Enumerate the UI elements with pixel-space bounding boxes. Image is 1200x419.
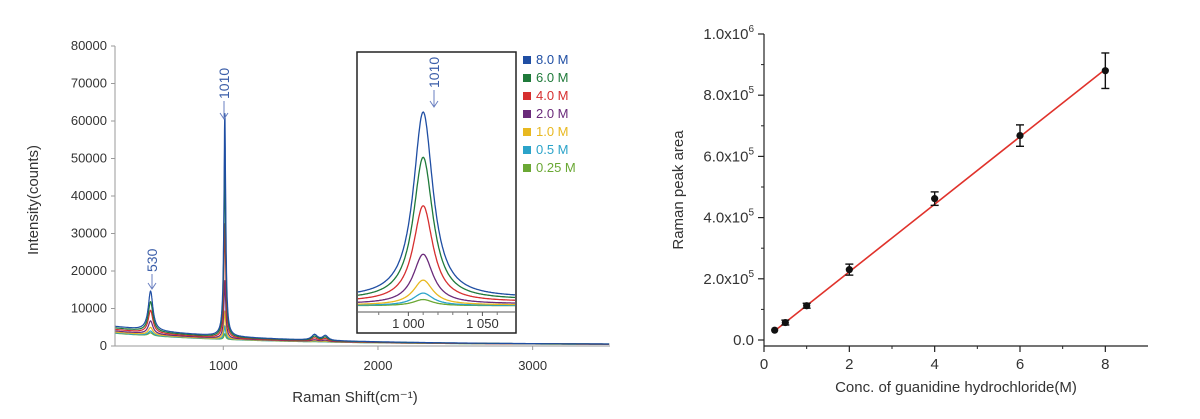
right-y-tick-mantissa: 0.0 <box>733 332 754 349</box>
right-x-tick-label: 4 <box>930 356 938 373</box>
legend-label: 8.0 M <box>536 52 569 67</box>
left-y-tick-label: 20000 <box>71 263 107 278</box>
right-y-tick-mantissa: 6.0x10 <box>703 148 748 165</box>
left-y-tick-label: 80000 <box>71 38 107 53</box>
legend-label: 4.0 M <box>536 88 569 103</box>
annotation-1010-arrowhead <box>219 112 229 120</box>
inset-annotation-1010-label: 1010 <box>426 57 442 88</box>
right-x-tick-label: 6 <box>1016 356 1024 373</box>
legend-swatch <box>523 146 531 154</box>
data-point <box>931 195 939 203</box>
fit-line <box>774 68 1106 332</box>
legend-swatch <box>523 110 531 118</box>
left-x-axis-label: Raman Shift(cm⁻¹) <box>292 389 417 406</box>
raman-spectra-chart: 0 10000 20000 30000 40000 50000 60000 70000 8000… <box>25 38 610 406</box>
left-x-ticks: 1000 2000 3000 <box>209 346 547 373</box>
left-series-group <box>114 113 610 345</box>
legend-swatch <box>523 74 531 82</box>
legend-label: 2.0 M <box>536 106 569 121</box>
right-y-tick-label: 8.0x105 <box>703 85 754 104</box>
fit-line-group <box>774 68 1106 332</box>
data-point <box>803 302 811 310</box>
right-y-tick-label: 2.0x105 <box>703 269 754 288</box>
legend-swatch <box>523 92 531 100</box>
annotation-530: 530 <box>144 248 160 290</box>
left-x-tick-label: 3000 <box>518 358 547 373</box>
left-y-tick-label: 60000 <box>71 113 107 128</box>
right-y-tick-exponent: 5 <box>748 208 754 219</box>
left-x-tick-label: 2000 <box>364 358 393 373</box>
legend-swatch <box>523 56 531 64</box>
inset-frame <box>356 51 517 334</box>
left-y-tick-label: 30000 <box>71 226 107 241</box>
inset-x-ticks: 1 000 1 050 <box>358 311 515 331</box>
inset-x-tick-label: 1 050 <box>466 316 499 331</box>
right-y-tick-exponent: 5 <box>748 146 754 157</box>
left-y-tick-label: 0 <box>100 338 107 353</box>
right-y-tick-mantissa: 4.0x10 <box>703 210 748 227</box>
right-y-axis-label: Raman peak area <box>670 130 687 250</box>
left-y-tick-label: 40000 <box>71 188 107 203</box>
left-y-axis-label: Intensity(counts) <box>25 145 42 255</box>
inset-annotation-arrowhead <box>429 100 439 108</box>
data-point <box>781 318 789 327</box>
legend-label: 6.0 M <box>536 70 569 85</box>
right-y-tick-exponent: 6 <box>748 24 754 35</box>
inset-spectrum-line <box>358 279 515 306</box>
right-y-tick-label: 0.0 <box>733 332 754 349</box>
right-x-tick-label: 2 <box>845 356 853 373</box>
left-y-tick-label: 50000 <box>71 151 107 166</box>
annotation-530-label: 530 <box>144 248 160 272</box>
right-x-tick-label: 8 <box>1101 356 1109 373</box>
right-y-tick-mantissa: 8.0x10 <box>703 87 748 104</box>
data-point <box>771 326 779 334</box>
spectrum-line <box>114 113 610 345</box>
right-x-ticks: 0 2 4 6 8 <box>760 346 1110 373</box>
right-x-tick-label: 0 <box>760 356 768 373</box>
data-point <box>1016 131 1024 140</box>
annotation-1010-label: 1010 <box>216 68 232 99</box>
inset-spectrum-line <box>357 156 516 299</box>
data-point <box>845 266 853 274</box>
right-y-tick-label: 1.0x106 <box>703 24 754 43</box>
right-y-tick-mantissa: 2.0x10 <box>703 271 748 288</box>
inset-spectrum-line <box>357 111 516 296</box>
legend-label: 1.0 M <box>536 124 569 139</box>
data-point <box>1101 67 1109 75</box>
inset-spectrum-line <box>358 292 515 306</box>
inset-series-group <box>357 111 516 307</box>
legend-swatch <box>523 128 531 136</box>
left-y-tick-label: 10000 <box>71 301 107 316</box>
inset-spectrum-line <box>358 205 516 301</box>
right-x-axis-label: Conc. of guanidine hydrochloride(M) <box>835 379 1077 396</box>
right-y-tick-mantissa: 1.0x10 <box>703 26 748 43</box>
left-y-tick-label: 70000 <box>71 76 107 91</box>
inset-zoom: 1 000 1 050 1010 <box>356 51 517 334</box>
legend-swatch <box>523 164 531 172</box>
right-y-tick-exponent: 5 <box>748 269 754 280</box>
inset-spectrum-line <box>357 253 515 304</box>
legend: 8.0 M 6.0 M 4.0 M 2.0 M 1.0 M 0.5 M 0.25 M <box>523 52 576 175</box>
left-y-ticks: 0 10000 20000 30000 40000 50000 60000 70000 8000… <box>71 38 115 353</box>
annotation-1010: 1010 <box>216 68 232 120</box>
right-y-tick-label: 6.0x105 <box>703 146 754 165</box>
annotation-530-arrowhead <box>147 282 157 290</box>
inset-x-tick-label: 1 000 <box>392 316 425 331</box>
right-y-tick-exponent: 5 <box>748 85 754 96</box>
legend-label: 0.5 M <box>536 142 569 157</box>
points-group <box>771 52 1110 334</box>
right-y-tick-label: 4.0x105 <box>703 208 754 227</box>
legend-label: 0.25 M <box>536 160 576 175</box>
left-x-tick-label: 1000 <box>209 358 238 373</box>
